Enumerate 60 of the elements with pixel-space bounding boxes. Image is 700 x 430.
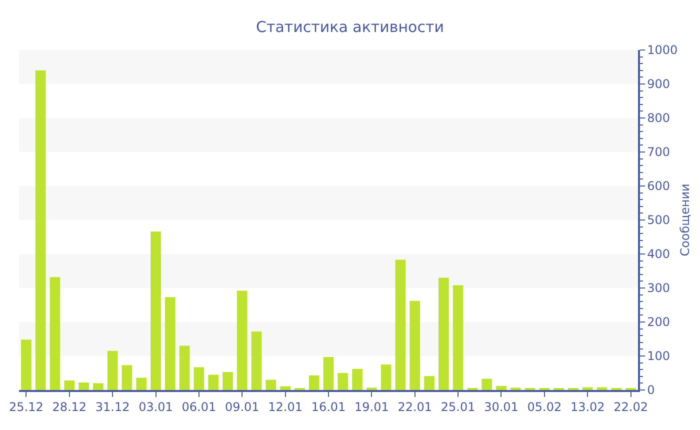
x-tick-label: 22.02 <box>614 400 648 414</box>
bar <box>50 277 60 390</box>
bar <box>179 346 190 390</box>
bar <box>21 340 32 390</box>
bar <box>35 70 46 390</box>
bar <box>308 375 320 390</box>
bar <box>380 364 392 390</box>
y-tick-label: 500 <box>647 213 670 228</box>
bar <box>352 368 362 390</box>
bar <box>395 260 406 390</box>
x-tick-label: 31.12 <box>95 400 130 414</box>
x-tick-label: 22.01 <box>398 400 432 414</box>
bar <box>424 376 434 390</box>
bar <box>323 357 334 390</box>
bar <box>496 386 506 390</box>
y-tick-label: 400 <box>647 247 670 262</box>
y-tick-label: 800 <box>647 111 670 126</box>
bar <box>452 285 464 390</box>
x-tick-label: 06.01 <box>182 400 216 414</box>
y-axis-title: Сообщении <box>678 184 692 256</box>
x-tick-label: 25.12 <box>9 400 44 414</box>
bar <box>78 382 89 390</box>
bar <box>251 332 262 390</box>
y-tick-label: 900 <box>647 77 670 92</box>
bar <box>208 374 219 390</box>
bar <box>122 365 132 390</box>
y-tick-label: 600 <box>647 179 670 194</box>
x-tick-label: 25.01 <box>440 400 476 414</box>
x-tick-label: 12.01 <box>268 400 302 414</box>
x-tick-label: 03.01 <box>138 400 173 414</box>
y-tick-label: 700 <box>647 145 670 160</box>
x-tick-label: 13.02 <box>570 400 605 414</box>
y-tick-label: 1000 <box>647 43 678 58</box>
x-tick-label: 09.01 <box>224 400 260 414</box>
chart-title: Статистика активности <box>256 18 444 36</box>
x-tick-label: 16.01 <box>311 400 346 414</box>
bar <box>280 386 290 390</box>
bar <box>582 387 593 390</box>
bar <box>438 278 449 390</box>
bar <box>64 380 75 390</box>
y-tick-label: 300 <box>647 281 670 296</box>
bar <box>164 297 176 390</box>
x-tick-label: 19.01 <box>354 400 389 414</box>
x-tick-label: 05.02 <box>527 400 562 414</box>
y-tick-label: 100 <box>647 349 670 364</box>
x-tick-label: 30.01 <box>484 400 518 414</box>
y-tick-label: 0 <box>647 383 655 398</box>
x-tick-label: 28.12 <box>52 400 87 414</box>
bar <box>338 373 348 390</box>
bar <box>236 290 248 390</box>
bar <box>92 383 104 390</box>
bar <box>266 380 276 390</box>
bar <box>136 378 147 390</box>
y-tick-label: 200 <box>647 315 670 330</box>
bar <box>194 367 204 390</box>
bar <box>150 232 161 390</box>
bar <box>222 372 233 390</box>
bar <box>107 350 118 390</box>
bar <box>482 378 492 390</box>
bar <box>410 300 420 390</box>
